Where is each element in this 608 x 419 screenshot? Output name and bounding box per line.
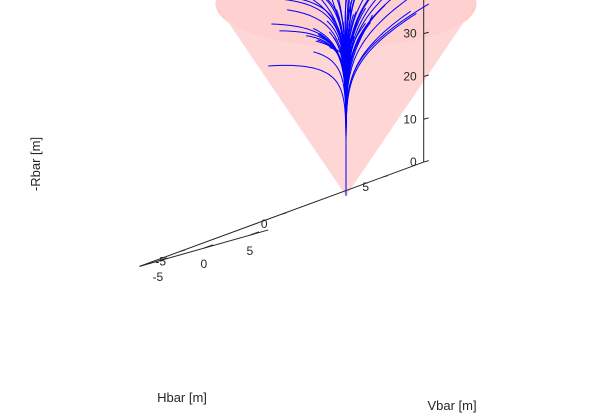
x-tick-label: -5 bbox=[153, 270, 164, 284]
labels-layer: -505-50501020304050Vbar [m]Hbar [m]-Rbar… bbox=[28, 27, 477, 413]
x-tick bbox=[157, 257, 168, 262]
trajectory-line bbox=[345, 22, 359, 196]
z-axis-title: -Rbar [m] bbox=[28, 137, 43, 191]
y-tick bbox=[382, 175, 388, 178]
y-tick-label: 5 bbox=[362, 180, 369, 194]
x-axis-title: Vbar [m] bbox=[427, 398, 476, 413]
y-tick bbox=[179, 249, 185, 252]
x-tick bbox=[203, 244, 214, 249]
z-tick-label: 0 bbox=[410, 155, 417, 169]
y-tick bbox=[281, 212, 287, 215]
x-tick-label: 5 bbox=[247, 244, 254, 258]
cone-top-disk bbox=[215, 0, 477, 48]
z-tick-label: 20 bbox=[403, 69, 417, 83]
z-tick bbox=[423, 74, 429, 77]
y-axis-line bbox=[139, 161, 424, 267]
x-tick bbox=[249, 231, 260, 236]
z-tick bbox=[423, 31, 429, 35]
z-tick bbox=[423, 160, 429, 163]
y-tick-label: -5 bbox=[155, 254, 166, 268]
trajectories-layer bbox=[268, 0, 430, 196]
y-tick-label: 0 bbox=[261, 217, 268, 231]
y-axis-title: Hbar [m] bbox=[157, 390, 207, 405]
z-tick-label: 30 bbox=[403, 27, 417, 41]
x-tick-label: 0 bbox=[201, 257, 208, 271]
z-tick-label: 10 bbox=[403, 112, 417, 126]
z-tick bbox=[423, 117, 429, 120]
axes-layer bbox=[139, 0, 429, 267]
